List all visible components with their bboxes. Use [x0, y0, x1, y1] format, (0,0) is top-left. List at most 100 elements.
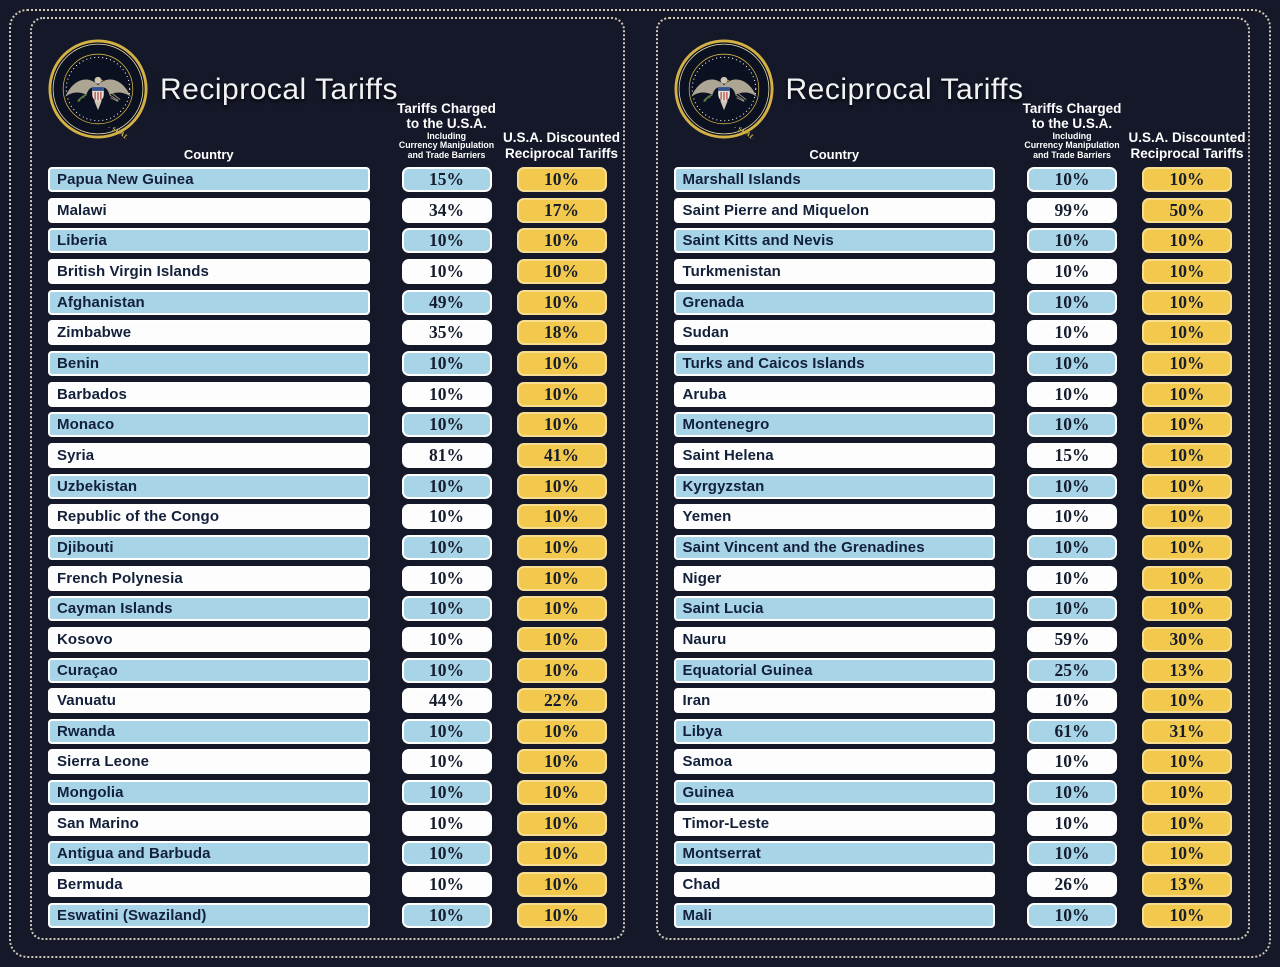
country-cell: Iran: [673, 688, 995, 714]
tariff-charged-cell: 10%: [1027, 412, 1117, 438]
tariff-charged-cell: 10%: [401, 350, 492, 376]
table-row: Marshall Islands 10% 10%: [673, 167, 1232, 192]
country-cell: Djibouti: [48, 534, 370, 560]
country-name: Cayman Islands: [57, 600, 173, 618]
country-name: Turkmenistan: [682, 262, 781, 280]
tariff-discounted-value: 10%: [544, 812, 579, 833]
tariff-charged-cell: 10%: [401, 841, 492, 867]
tariff-charged-value: 10%: [1054, 751, 1090, 772]
tariff-charged-value: 10%: [429, 475, 464, 496]
presidential-seal-eagle: [65, 76, 131, 111]
table-row: Chad 26% 13%: [673, 872, 1232, 898]
tariff-charged-value: 10%: [429, 414, 464, 435]
table-row: Vanuatu 44% 22%: [48, 688, 607, 714]
column-header-discounted-tariffs: U.S.A. Discounted Reciprocal Tariffs: [502, 130, 621, 161]
tariff-charged-cell: 10%: [1027, 504, 1117, 530]
tariff-charged-value: 10%: [429, 720, 464, 741]
tariff-discounted-value: 10%: [1169, 904, 1205, 925]
tariff-discounted-cell: 10%: [516, 381, 607, 407]
country-cell: Sudan: [673, 320, 995, 346]
country-cell: Libya: [673, 718, 995, 744]
tariff-discounted-cell: 10%: [516, 749, 607, 775]
tariff-discounted-value: 10%: [544, 475, 579, 496]
country-name: Guinea: [682, 784, 734, 802]
tariff-discounted-cell: 10%: [1142, 902, 1232, 928]
tariff-discounted-cell: 10%: [1142, 381, 1232, 407]
country-cell: Aruba: [673, 381, 995, 407]
table-row: Kosovo 10% 10%: [48, 626, 607, 652]
tariff-charged-value: 10%: [429, 874, 464, 895]
tariff-charged-cell: 10%: [401, 412, 492, 438]
country-cell: Monaco: [48, 412, 370, 438]
country-name: Turks and Caicos Islands: [682, 354, 865, 372]
tariff-charged-value: 10%: [429, 352, 464, 373]
table-row: Rwanda 10% 10%: [48, 718, 607, 744]
tariff-discounted-value: 10%: [1169, 782, 1205, 803]
presidential-seal-eagle: [690, 76, 757, 111]
tariff-discounted-cell: 10%: [1142, 810, 1232, 836]
tariff-discounted-value: 31%: [1169, 720, 1205, 741]
table-row: Libya 61% 31%: [673, 718, 1232, 744]
table-row: Equatorial Guinea 25% 13%: [673, 657, 1232, 683]
table-row: Saint Kitts and Nevis 10% 10%: [673, 228, 1232, 254]
tariff-charged-cell: 10%: [401, 596, 492, 622]
country-name: French Polynesia: [57, 569, 183, 587]
tariff-charged-value: 10%: [1054, 690, 1090, 711]
table-row: Montserrat 10% 10%: [673, 841, 1232, 867]
country-cell: Eswatini (Swaziland): [48, 902, 370, 928]
tariff-charged-value: 10%: [429, 383, 464, 404]
country-name: Nauru: [682, 630, 727, 648]
panel-header: · SEAL OF THE PRESIDENT OF THE UNITED ST…: [48, 25, 621, 167]
tariff-charged-value: 99%: [1054, 199, 1090, 220]
country-cell: Saint Lucia: [673, 596, 995, 622]
table-row: Aruba 10% 10%: [673, 381, 1232, 407]
tariff-discounted-cell: 10%: [1142, 258, 1232, 284]
country-name: British Virgin Islands: [57, 262, 209, 280]
tariff-discounted-cell: 10%: [1142, 228, 1232, 254]
tariff-charged-cell: 25%: [1027, 657, 1117, 683]
country-name: Samoa: [682, 753, 733, 771]
tariff-charged-cell: 34%: [401, 197, 492, 223]
tariff-charged-cell: 10%: [401, 626, 492, 652]
tariff-discounted-value: 41%: [544, 444, 579, 465]
tariff-charged-cell: 10%: [401, 565, 492, 591]
tariff-discounted-cell: 10%: [1142, 320, 1232, 346]
country-cell: Barbados: [48, 381, 370, 407]
tariff-charged-cell: 10%: [1027, 473, 1117, 499]
country-name: Kosovo: [57, 630, 113, 648]
tariff-charged-value: 49%: [429, 291, 464, 312]
table-row: Afghanistan 49% 10%: [48, 289, 607, 315]
column-header-country: Country: [183, 147, 234, 162]
tariff-charged-cell: 10%: [1027, 780, 1117, 806]
table-row: British Virgin Islands 10% 10%: [48, 258, 607, 284]
country-name: Republic of the Congo: [57, 508, 220, 526]
tariff-discounted-value: 50%: [1169, 199, 1205, 220]
country-cell: Guinea: [673, 780, 995, 806]
tariff-charged-value: 10%: [429, 812, 464, 833]
tariff-discounted-cell: 13%: [1142, 657, 1232, 683]
tariff-charged-cell: 15%: [401, 167, 492, 192]
tariff-discounted-cell: 10%: [1142, 442, 1232, 468]
tariff-charged-value: 81%: [429, 444, 464, 465]
tariff-discounted-value: 10%: [1169, 812, 1205, 833]
tariff-charged-cell: 10%: [401, 534, 492, 560]
tariff-discounted-value: 18%: [544, 322, 579, 343]
tariff-charged-cell: 10%: [1027, 289, 1117, 315]
column-header-tariffs-charged: Tariffs Charged to the U.S.A. Including …: [1022, 100, 1122, 161]
country-name: Eswatini (Swaziland): [57, 906, 207, 924]
country-cell: Chad: [673, 872, 995, 898]
tariff-discounted-value: 10%: [1169, 843, 1205, 864]
tariff-charged-value: 10%: [429, 904, 464, 925]
country-cell: Saint Helena: [673, 442, 995, 468]
tariff-charged-value: 10%: [1054, 812, 1090, 833]
tariff-discounted-cell: 10%: [516, 810, 607, 836]
tariff-charged-cell: 10%: [401, 780, 492, 806]
tariff-charged-cell: 10%: [401, 504, 492, 530]
tariff-charged-cell: 10%: [1027, 688, 1117, 714]
tariff-charged-value: 61%: [1054, 720, 1090, 741]
country-cell: Equatorial Guinea: [673, 657, 995, 683]
tariff-discounted-value: 10%: [1169, 536, 1205, 557]
tariff-discounted-cell: 10%: [516, 565, 607, 591]
country-name: Saint Vincent and the Grenadines: [682, 538, 925, 556]
tariff-charged-value: 10%: [1054, 260, 1090, 281]
